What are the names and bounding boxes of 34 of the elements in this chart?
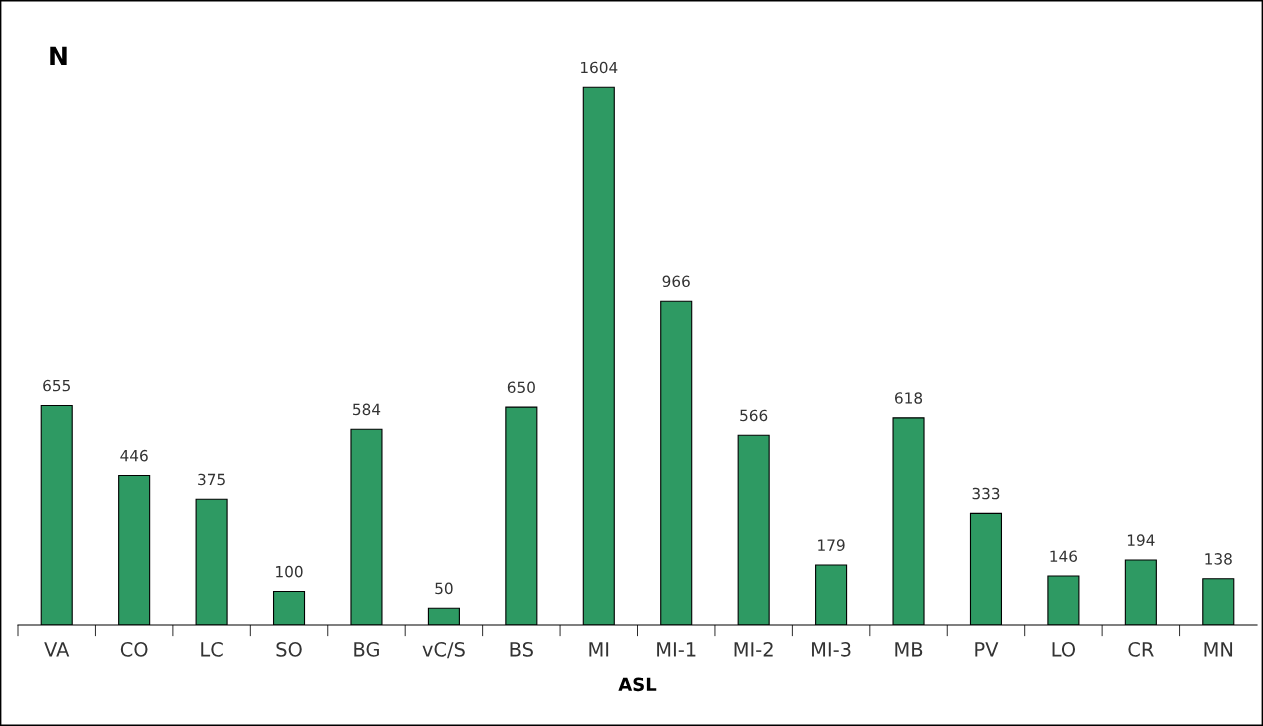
x-tick-label: MI-1 [657, 642, 696, 657]
data-label: 655 [43, 379, 70, 392]
x-tick-label: MB [895, 642, 923, 657]
data-label: 179 [818, 539, 845, 551]
x-tick-label: LC [201, 642, 223, 657]
x-tick-label: BS [510, 642, 533, 657]
x-tick-label: vC/S [422, 642, 465, 659]
x-tick-label: VA [44, 642, 70, 657]
data-label: 100 [276, 565, 303, 578]
x-tick-label: PV [975, 642, 999, 657]
x-tick-label: LO [1052, 642, 1076, 657]
data-label: 146 [1050, 550, 1078, 562]
x-tick-label: MI [589, 642, 609, 657]
data-label: 966 [662, 275, 690, 288]
data-label: 618 [895, 392, 923, 404]
x-tick-label: BG [354, 642, 379, 657]
data-label: 333 [972, 487, 1000, 500]
data-label: 446 [120, 449, 148, 462]
x-tick-label: CR [1128, 642, 1154, 657]
data-label: 650 [507, 381, 535, 394]
data-label: 194 [1127, 534, 1155, 546]
x-tick-label: SO [276, 642, 302, 657]
data-label: 1604 [581, 61, 618, 74]
x-tick-label: CO [120, 642, 148, 657]
x-axis-title: ASL [618, 677, 657, 692]
data-label: 138 [1205, 553, 1232, 565]
data-label: 50 [435, 582, 453, 595]
x-tick-label: MN [1204, 642, 1233, 657]
x-tick-label: MI-2 [734, 642, 773, 657]
x-tick-label: MI-3 [812, 642, 851, 657]
data-label: 584 [353, 403, 381, 416]
data-label: 375 [198, 473, 225, 486]
data-label: 566 [740, 409, 768, 422]
y-axis-title: N [50, 46, 67, 65]
